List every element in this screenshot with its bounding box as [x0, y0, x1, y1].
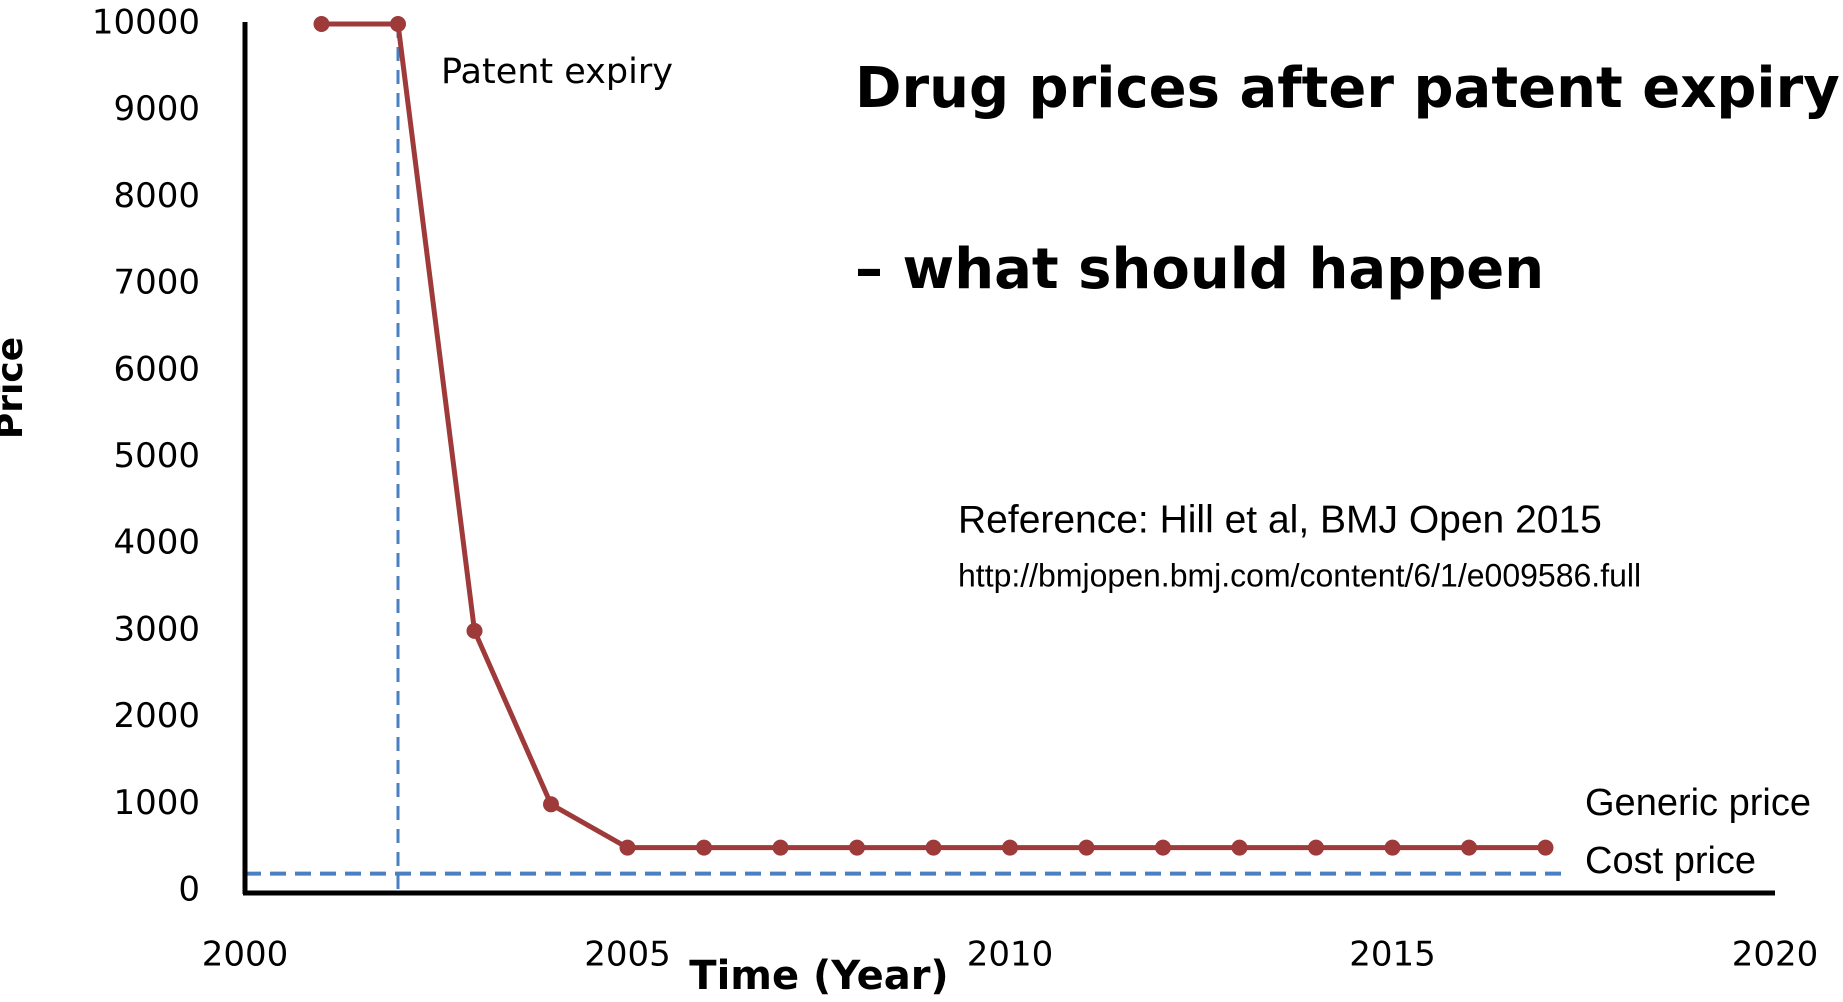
- reference-text: Reference: Hill et al, BMJ Open 2015: [958, 498, 1602, 541]
- y-axis-label: Price: [0, 337, 31, 439]
- series-point: [313, 16, 330, 32]
- reference-label: Cost price: [1585, 840, 1756, 882]
- series-line: [321, 21, 1546, 851]
- series-point: [1155, 839, 1171, 856]
- series-point: [696, 839, 712, 856]
- y-tick-label: 4000: [113, 523, 200, 563]
- x-tick-label: 2000: [202, 935, 289, 975]
- series-point: [1537, 839, 1554, 856]
- y-tick-label: 5000: [113, 436, 200, 476]
- series-point: [772, 839, 789, 856]
- x-axis-label: Time (Year): [689, 953, 948, 999]
- series-point: [1078, 839, 1095, 856]
- series-point: [619, 839, 636, 856]
- series-point: [1231, 839, 1248, 856]
- y-tick-label: 10000: [92, 3, 200, 43]
- y-tick-label: 8000: [113, 176, 200, 216]
- chart-title: Drug prices after patent expiry: [855, 56, 1840, 121]
- series-point: [925, 839, 942, 856]
- series-point: [849, 839, 865, 856]
- y-tick-label: 3000: [113, 609, 200, 649]
- series-point: [543, 796, 559, 813]
- y-tick-label: 0: [178, 870, 200, 910]
- y-tick-label: 6000: [113, 349, 200, 389]
- chart-subtitle: – what should happen: [855, 237, 1544, 302]
- x-tick-label: 2020: [1732, 935, 1819, 975]
- series-point: [390, 16, 406, 32]
- series-point: [1384, 839, 1401, 856]
- y-tick-label: 7000: [113, 263, 200, 303]
- series-label: Generic price: [1585, 782, 1811, 824]
- series-point: [1308, 839, 1324, 856]
- x-tick-label: 2015: [1349, 935, 1436, 975]
- series-point: [1461, 839, 1477, 856]
- reference-label: Patent expiry: [441, 52, 673, 92]
- y-tick-label: 1000: [113, 783, 200, 823]
- series-point: [466, 622, 483, 639]
- y-tick-label: 9000: [113, 89, 200, 129]
- y-tick-label: 2000: [113, 696, 200, 736]
- x-tick-label: 2010: [967, 935, 1054, 975]
- reference-url: http://bmjopen.bmj.com/content/6/1/e0095…: [958, 557, 1641, 593]
- series-point: [1002, 839, 1018, 856]
- x-tick-label: 2005: [584, 935, 671, 975]
